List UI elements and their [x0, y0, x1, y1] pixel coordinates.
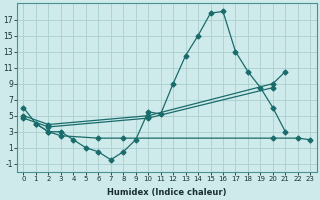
X-axis label: Humidex (Indice chaleur): Humidex (Indice chaleur)	[107, 188, 227, 197]
